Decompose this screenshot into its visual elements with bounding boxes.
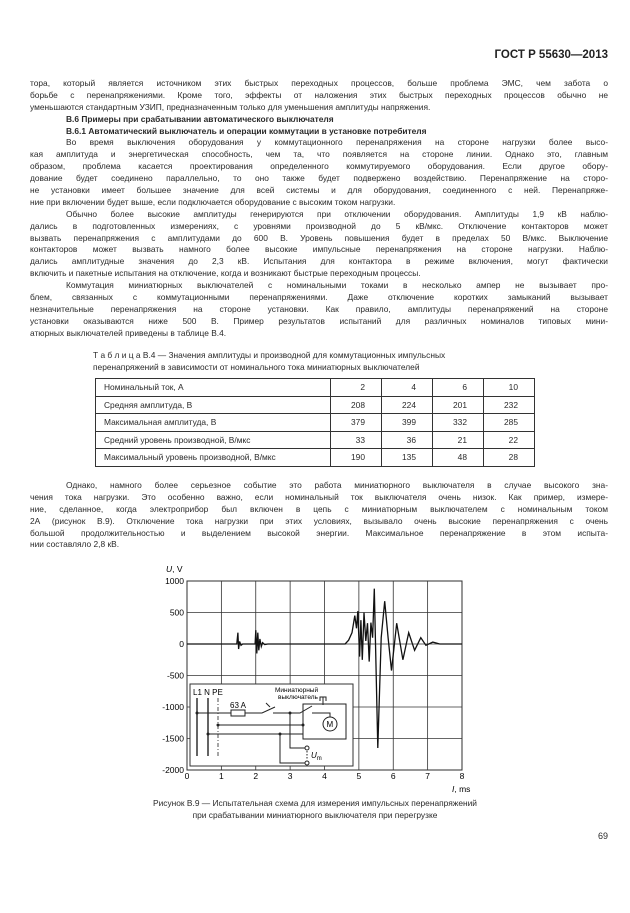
y-axis-label: U, V bbox=[166, 564, 183, 574]
page-number: 69 bbox=[597, 831, 608, 841]
text-line: атюрных выключателей приведены в таблице… bbox=[30, 327, 227, 338]
load-box bbox=[302, 703, 347, 740]
text-line: установки оказываются ниже 500 В. Пример… bbox=[30, 315, 608, 326]
x-tick-label: 7 bbox=[425, 771, 430, 781]
meter-label: Um bbox=[311, 751, 322, 762]
text-line: уменьшаются стандартным УЗИП, предназнач… bbox=[30, 101, 431, 112]
y-tick-label: 500 bbox=[170, 608, 184, 618]
table-caption: Т а б л и ц а В.4 — Значения амплитуды и… bbox=[93, 349, 535, 373]
text-line: незначительные перенапряжения на стороне… bbox=[30, 303, 608, 314]
section-heading: В.6 Примеры при срабатывании автоматичес… bbox=[66, 113, 334, 124]
voltage-waveform bbox=[187, 588, 462, 749]
x-tick-label: 5 bbox=[357, 771, 362, 781]
text-line: дование будет соединено параллельно, то … bbox=[30, 173, 608, 184]
breaker-label: выключатель bbox=[278, 694, 319, 701]
lines-label: L1 N PE bbox=[193, 688, 223, 697]
table-caption-line: Т а б л и ц а В.4 — Значения амплитуды и… bbox=[93, 350, 446, 360]
circuit-diagram-inset: L1 N PE 63 A Миниатюрный выключатель M U… bbox=[189, 683, 354, 767]
y-tick-label: 0 bbox=[179, 639, 184, 649]
text-line: чения тока нагрузки. Это особенно важно,… bbox=[30, 491, 608, 502]
text-line: вызвать перенапряжения с амплитудами до … bbox=[30, 232, 608, 243]
figure-caption: Рисунок В.9 — Испытательная схема для из… bbox=[153, 798, 477, 808]
y-tick-label: -1500 bbox=[162, 734, 184, 744]
text-line: тора, который является источником этих б… bbox=[30, 78, 608, 88]
text-line: 2А (рисунок В.9). Отключение тока нагруз… bbox=[30, 515, 608, 526]
text-line: Коммутация миниатюрных выключателей с но… bbox=[66, 280, 608, 291]
table-cell: 48 bbox=[432, 448, 484, 467]
x-tick-label: 3 bbox=[288, 771, 293, 781]
text-line: нии составляло 2,8 кВ. bbox=[30, 539, 120, 550]
body-text-bottom: Однако, намного более серьезное событие … bbox=[30, 480, 608, 551]
section-heading: В.6.1 Автоматический выключатель и опера… bbox=[66, 125, 427, 136]
breaker-label: Миниатюрный bbox=[275, 686, 318, 694]
x-tick-label: 0 bbox=[185, 771, 190, 781]
table-cell: 28 bbox=[483, 448, 535, 467]
table-cell: 190 bbox=[330, 448, 382, 467]
body-text-top: тора, который является источником этих б… bbox=[30, 78, 608, 340]
y-tick-label: 1000 bbox=[165, 576, 184, 586]
figure-caption: при срабатывании миниатюрного выключател… bbox=[192, 810, 438, 820]
x-tick-label: 8 bbox=[460, 771, 465, 781]
text-line: борьбе с перенапряжениями. Кроме того, э… bbox=[30, 89, 608, 100]
text-line: не установки имеет большее значение для … bbox=[30, 185, 608, 196]
x-tick-label: 6 bbox=[391, 771, 396, 781]
text-line: дались амплитудные значения до 2,3 кВ. И… bbox=[30, 256, 608, 267]
text-line: ние при включении будет выше, если подкл… bbox=[30, 196, 396, 207]
motor-label: M bbox=[327, 720, 334, 729]
table-cell: 232 bbox=[483, 395, 535, 414]
x-tick-label: 1 bbox=[219, 771, 224, 781]
text-line: образом, проблема касается проектировани… bbox=[30, 161, 608, 172]
y-tick-label: -1000 bbox=[162, 702, 184, 712]
y-tick-label: -500 bbox=[167, 671, 184, 681]
data-table: Номинальный ток, А 2 4 6 10 Средняя амплитуда… bbox=[95, 378, 535, 467]
table-row: Максимальный уровень производной, В/мкс 1… bbox=[95, 448, 535, 467]
text-line: кая амплитуда и энергетическая способнос… bbox=[30, 149, 608, 160]
text-line: контакторов может вызвать намного более … bbox=[30, 244, 608, 255]
fuse-label: 63 A bbox=[230, 701, 247, 710]
text-line: дались в подготовленных измерениях, с ур… bbox=[30, 220, 608, 231]
fuse-icon bbox=[230, 709, 246, 717]
x-tick-label: 4 bbox=[322, 771, 327, 781]
text-line: включить и пакетные испытания на отключе… bbox=[30, 268, 421, 279]
text-line: Обычно более высокие амплитуды генерирую… bbox=[66, 208, 608, 219]
document-id: ГОСТ Р 55630—2013 bbox=[494, 49, 608, 61]
text-line: Однако, намного более серьезное событие … bbox=[66, 480, 608, 490]
text-line: большой продолжительностью и выделением … bbox=[30, 527, 608, 538]
text-line: ние, сделанное, когда электроприбор был … bbox=[30, 503, 608, 514]
table-caption-line: перенапряжений в зависимости от номиналь… bbox=[93, 362, 420, 372]
text-line: блем, связанных с коммутационными перена… bbox=[30, 292, 608, 303]
text-line: Во время выключения оборудования у комму… bbox=[66, 137, 608, 148]
x-axis-label: I, ms bbox=[452, 784, 470, 794]
y-tick-label: -2000 bbox=[162, 765, 184, 775]
x-tick-label: 2 bbox=[253, 771, 258, 781]
